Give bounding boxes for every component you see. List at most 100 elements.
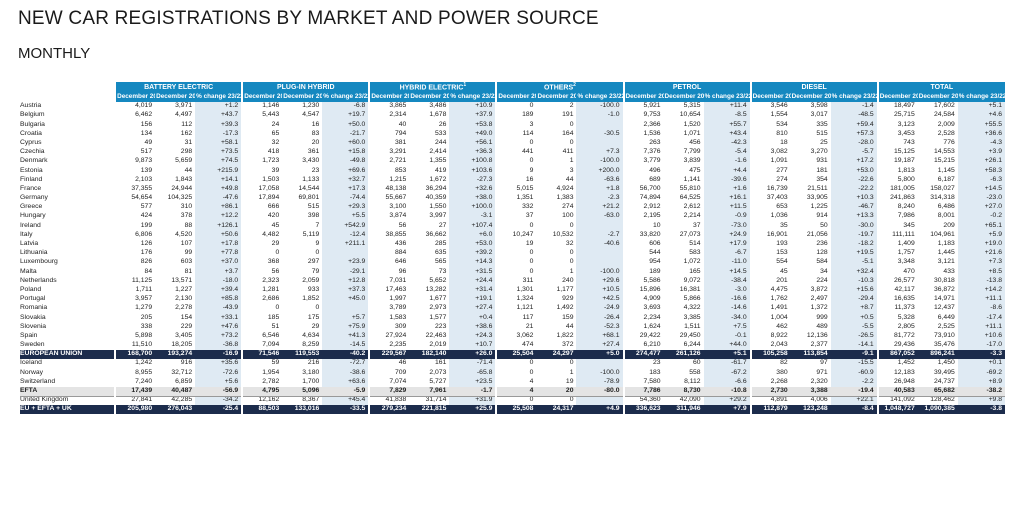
value-cell: 88,503 — [241, 405, 283, 415]
value-cell: 5,652 — [429, 276, 447, 284]
value-cell: 338 — [114, 322, 156, 332]
percent-change-cell: +5.1 — [703, 350, 751, 360]
value-cell: 2,214 — [683, 212, 701, 220]
table-row: Germany 54,654 104,325 -47.6 17,894 69,801 -74… — [20, 193, 1005, 204]
value-cell: 176 — [114, 249, 156, 259]
percent-change-cell: -0.1 — [703, 331, 751, 341]
value-cell: 2,073 — [429, 368, 447, 376]
value-cell: 24 — [241, 120, 283, 130]
value-cell: 7 — [315, 221, 320, 229]
value-cell: 1,997 — [368, 294, 410, 305]
value-cell: 279,234 — [368, 405, 410, 415]
value-cell: 33,820 — [622, 230, 664, 240]
value-cell: 29,422 — [622, 331, 664, 341]
value-cell: 55,810 — [679, 184, 701, 192]
country-name: Slovakia — [20, 313, 46, 321]
percent-change-cell: -60.9 — [830, 368, 878, 378]
value-cell: 1,757 — [876, 249, 918, 259]
percent-change-cell: +39.2 — [449, 249, 497, 259]
percent-change-cell: -26.5 — [830, 331, 878, 341]
value-cell: 20 — [311, 138, 320, 146]
value-cell: 419 — [435, 166, 447, 174]
percent-change-cell: +5.0 — [576, 350, 624, 360]
value-cell: 1,215 — [368, 175, 410, 185]
country-name: Netherlands — [20, 276, 57, 284]
percent-change-cell: +45.4 — [322, 395, 370, 406]
value-cell: 27,073 — [679, 230, 701, 238]
value-cell: 17,602 — [933, 102, 955, 110]
value-cell: 34 — [820, 267, 828, 275]
value-cell: 16,635 — [876, 294, 918, 305]
value-cell: 1,230 — [302, 102, 320, 110]
value-cell: 37,355 — [114, 184, 156, 194]
value-cell: 1,355 — [429, 157, 447, 165]
value-cell: 274 — [749, 175, 791, 185]
value-cell: 36,294 — [425, 184, 447, 192]
value-cell: 606 — [622, 239, 664, 249]
column-subheader: December 2022 — [917, 93, 958, 102]
value-cell: 0 — [315, 304, 320, 312]
percent-change-cell: +9.8 — [957, 395, 1005, 406]
percent-change-cell: +36.6 — [957, 129, 1005, 139]
percent-change-cell: +74.5 — [195, 157, 243, 167]
value-cell: 8,922 — [749, 331, 791, 341]
percent-change-cell: +43.7 — [195, 111, 243, 121]
value-cell: 6,244 — [683, 341, 701, 349]
value-cell: 96 — [368, 267, 410, 277]
column-subheader: December 2023 — [114, 93, 156, 102]
value-cell: 5,866 — [683, 295, 701, 303]
value-cell: 398 — [307, 212, 320, 220]
value-cell: 175 — [307, 313, 320, 321]
group-label: DIESEL — [801, 84, 827, 91]
percent-change-cell: -13.8 — [957, 276, 1005, 286]
value-cell: 9,753 — [622, 111, 664, 121]
value-cell: 5,800 — [876, 175, 918, 185]
table-body: Austria 4,019 3,971 +1.2 1,146 1,230 -6.8 3,865… — [20, 102, 1005, 415]
percent-change-cell: -80.0 — [576, 386, 624, 396]
percent-change-cell: -43.9 — [195, 304, 243, 314]
percent-change-cell — [576, 138, 624, 148]
value-cell: 27,924 — [368, 331, 410, 341]
table-row: Croatia 134 162 -17.3 65 83 -21.7 794 533 +49.0 11… — [20, 129, 1005, 139]
percent-change-cell: -1.6 — [703, 157, 751, 167]
value-cell: 3,430 — [302, 157, 320, 165]
percent-change-cell: -24.9 — [576, 304, 624, 314]
value-cell: 15,125 — [876, 147, 918, 158]
value-cell: 3 — [569, 166, 574, 174]
value-cell: 1,954 — [241, 368, 283, 378]
percent-change-cell — [576, 221, 624, 231]
percent-change-cell: +24.9 — [703, 230, 751, 240]
value-cell: 896,241 — [917, 350, 958, 360]
percent-change-cell: +4.4 — [703, 166, 751, 176]
percent-change-cell: +103.6 — [449, 166, 497, 176]
percent-change-cell: +50.6 — [195, 230, 243, 240]
percent-change-cell: +14.1 — [195, 175, 243, 185]
percent-change-cell — [576, 359, 624, 369]
percent-change-cell: -2.3 — [576, 193, 624, 204]
value-cell: 7,074 — [368, 377, 410, 387]
value-cell: 0 — [495, 267, 537, 277]
table-row: Ireland 199 88 +126.1 45 7 +542.9 56 27 +107.4 0 0 1… — [20, 221, 1005, 231]
value-cell: 165 — [689, 267, 701, 275]
value-cell: 1,225 — [810, 203, 828, 211]
percent-change-cell: -71.4 — [449, 359, 497, 369]
value-cell: 2,043 — [749, 340, 791, 351]
table-row: Italy 6,806 4,520 +50.6 4,482 5,119 -12.4 38,85… — [20, 230, 1005, 240]
country-name: Cyprus — [20, 138, 42, 146]
percent-change-cell: +31.5 — [449, 267, 497, 277]
table-row: EU + EFTA + UK 205,980 276,043 -25.4 88,503 1… — [20, 405, 1005, 415]
table-row: Luxembourg 826 603 +37.0 368 297 +23.9 646 565 +1… — [20, 258, 1005, 268]
value-cell: 7,786 — [622, 386, 664, 396]
percent-change-cell: -72.7 — [322, 359, 370, 369]
percent-change-cell: +27.4 — [576, 340, 624, 351]
value-cell: 105,258 — [749, 350, 791, 360]
group-header: DIESEL — [749, 82, 878, 93]
value-cell: 7,580 — [622, 377, 664, 387]
percent-change-cell: +31.9 — [449, 395, 497, 406]
percent-change-cell: +5.7 — [322, 313, 370, 323]
value-cell: 914 — [816, 212, 828, 220]
country-name: Ireland — [20, 221, 41, 229]
percent-change-cell: -63.0 — [576, 212, 624, 222]
percent-change-cell: +38.6 — [449, 322, 497, 332]
percent-change-cell: -1.0 — [576, 111, 624, 121]
